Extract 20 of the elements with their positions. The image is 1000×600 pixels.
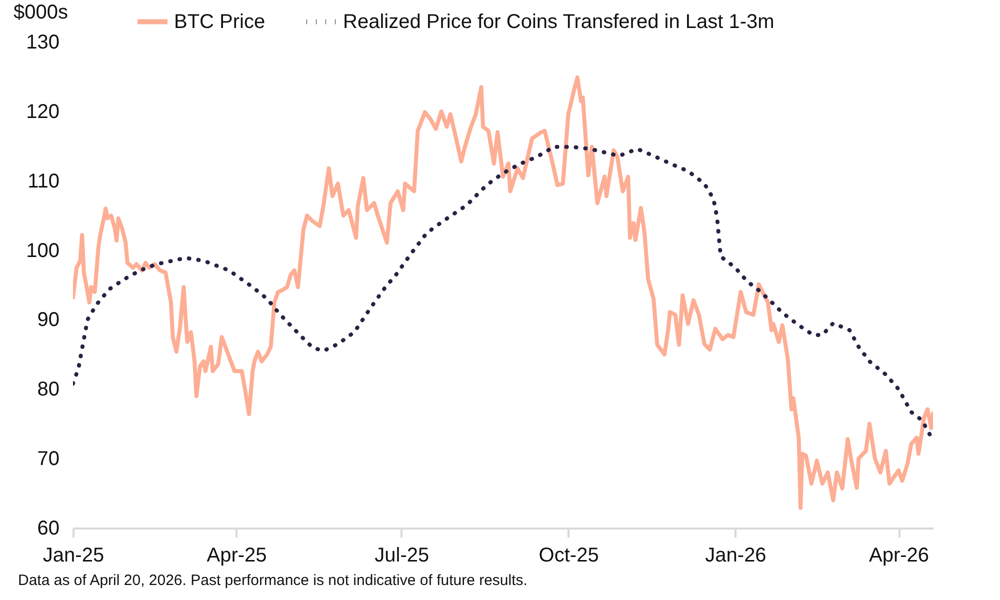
x-tick-label: Apr-25	[206, 544, 267, 566]
text: Data as of April 20, 2026. Past performance is not indicative of future results.	[18, 572, 528, 590]
x-tick-label: Oct-25	[538, 544, 599, 566]
line-series	[73, 75, 933, 510]
y-axis-title: $000s	[14, 2, 68, 24]
x-tick-label: Jan-25	[42, 544, 104, 566]
x-tick-label: Apr-26	[869, 544, 930, 566]
y-tick-label: 130	[26, 32, 60, 54]
y-tick-label: 100	[26, 240, 60, 262]
y-tick-label: 90	[37, 309, 60, 332]
y-tick-label: 120	[26, 100, 60, 123]
legend-label: BTC Price	[174, 10, 266, 33]
legend-label: Realized Price for Coins Transfered in Last 1-3m	[343, 10, 774, 33]
x-tick-label: Jan-26	[705, 544, 766, 566]
y-tick-label: 70	[37, 448, 60, 470]
x-tick-label: Jul-25	[374, 544, 430, 566]
line-series	[73, 144, 933, 440]
y-tick-label: 60	[37, 518, 60, 540]
y-tick-label: 110	[28, 170, 60, 192]
y-tick-label: 80	[37, 378, 60, 401]
